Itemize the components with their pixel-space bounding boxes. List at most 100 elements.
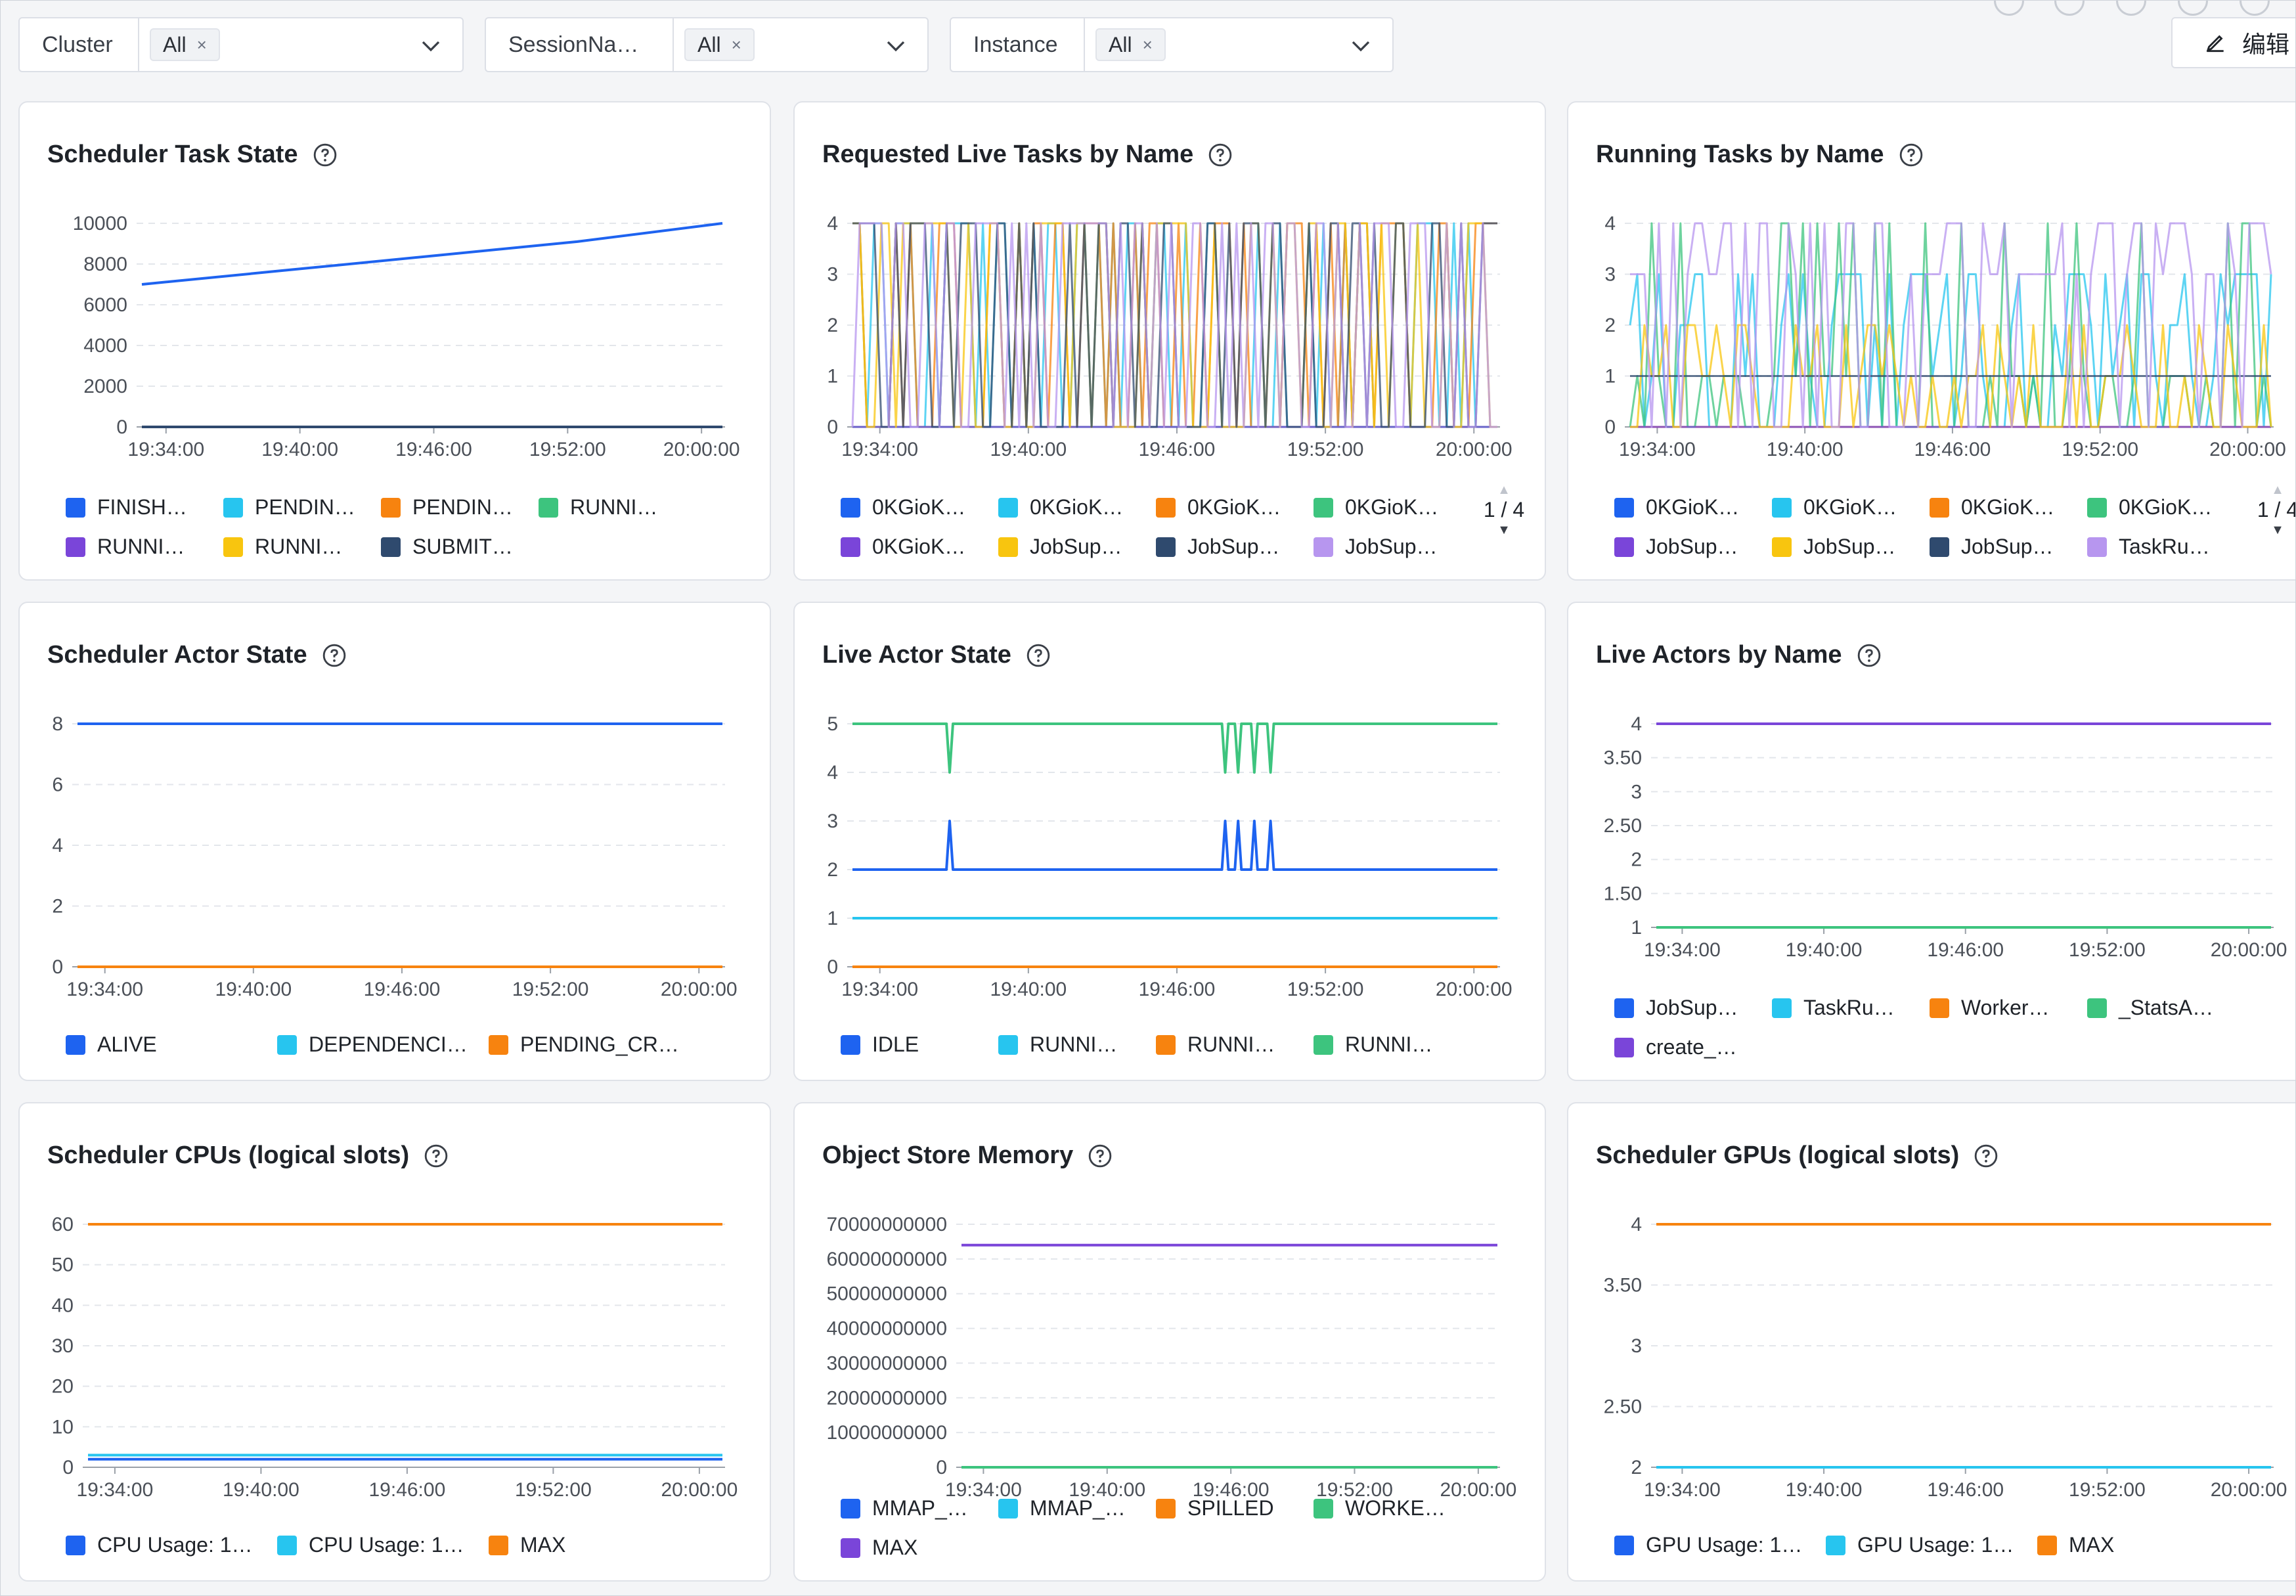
legend-item[interactable]: RUNNI… xyxy=(66,535,185,559)
x-tick-label: 19:40:00 xyxy=(990,979,1067,1000)
pager-down-icon[interactable]: ▼ xyxy=(1497,523,1511,537)
legend-item[interactable]: PENDIN… xyxy=(223,495,355,520)
legend-item[interactable]: 0KGioK… xyxy=(998,495,1123,520)
help-icon[interactable] xyxy=(313,143,338,167)
help-icon[interactable] xyxy=(1899,143,1924,167)
legend-item[interactable]: RUNNI… xyxy=(998,1032,1117,1057)
legend-item[interactable]: 0KGioK… xyxy=(1614,495,1739,520)
instance-tag[interactable]: All × xyxy=(1095,28,1166,61)
panel-title-text: Scheduler CPUs (logical slots) xyxy=(47,1142,410,1169)
legend-item[interactable]: SPILLED xyxy=(1156,1496,1274,1520)
remove-tag-icon[interactable]: × xyxy=(1142,34,1153,55)
x-tick-label: 20:00:00 xyxy=(2209,439,2286,460)
legend-item[interactable]: CPU Usage: 1… xyxy=(277,1533,464,1557)
help-icon[interactable] xyxy=(1974,1143,1998,1168)
x-tick-label: 19:52:00 xyxy=(512,979,589,1000)
pager-up-icon[interactable]: ▲ xyxy=(1497,483,1511,497)
series-line-lavender xyxy=(1630,222,2272,428)
legend-item[interactable]: GPU Usage: 1… xyxy=(1826,1533,2014,1557)
legend-label: create_… xyxy=(1646,1035,1737,1059)
legend-item[interactable]: JobSup… xyxy=(1930,535,2054,559)
legend-item[interactable]: MMAP_… xyxy=(841,1496,968,1520)
legend-item[interactable]: JobSup… xyxy=(1614,996,1738,1020)
legend-item[interactable]: DEPENDENCI… xyxy=(277,1032,468,1057)
chart-requested-live-tasks-by-name: 4 3 2 1 019:34:00 19:40:00 19:46:00 19:52:00 20:… xyxy=(827,213,1512,460)
legend-item[interactable]: MAX xyxy=(841,1536,917,1560)
y-tick-label: 40 xyxy=(52,1295,74,1316)
legend-item[interactable]: TaskRu… xyxy=(1772,996,1895,1020)
chevron-down-icon[interactable] xyxy=(1349,34,1373,58)
panel-title: Live Actors by Name xyxy=(1596,641,1882,669)
chevron-down-icon[interactable] xyxy=(884,34,908,58)
legend-label: 0KGioK… xyxy=(1803,495,1897,519)
chevron-down-icon[interactable] xyxy=(419,34,443,58)
series-line-blue xyxy=(141,222,723,286)
y-tick-label: 40000000000 xyxy=(826,1318,947,1340)
x-tick-label: 19:52:00 xyxy=(2069,939,2146,961)
legend-item[interactable]: JobSup… xyxy=(1156,535,1280,559)
legend-item[interactable]: 0KGioK… xyxy=(841,535,965,559)
legend-swatch xyxy=(841,497,860,518)
remove-tag-icon[interactable]: × xyxy=(731,34,741,55)
help-icon[interactable] xyxy=(1088,1143,1113,1168)
legend-item[interactable]: create_… xyxy=(1614,1035,1737,1059)
legend-item[interactable]: 0KGioK… xyxy=(1314,495,1438,520)
toolbar-circle-icon[interactable] xyxy=(2116,0,2146,16)
legend-item[interactable]: MAX xyxy=(2037,1533,2114,1557)
help-icon[interactable] xyxy=(424,1143,449,1168)
pager-down-icon[interactable]: ▼ xyxy=(2271,523,2284,537)
legend-pager: ▲ 1 / 4 ▼ xyxy=(2251,482,2296,538)
help-icon[interactable] xyxy=(1026,643,1051,668)
legend-item[interactable]: RUNNI… xyxy=(1314,1032,1432,1057)
legend-item[interactable]: RUNNI… xyxy=(1156,1032,1275,1057)
legend-item[interactable]: CPU Usage: 1… xyxy=(66,1533,253,1557)
session-name-tag[interactable]: All × xyxy=(684,28,755,61)
legend-item[interactable]: GPU Usage: 1… xyxy=(1614,1533,1802,1557)
x-tick-label: 19:52:00 xyxy=(1287,979,1364,1000)
pager-up-icon[interactable]: ▲ xyxy=(2271,483,2284,497)
legend-item[interactable]: ALIVE xyxy=(66,1032,157,1057)
legend-item[interactable]: 0KGioK… xyxy=(2087,495,2212,520)
edit-button[interactable]: 编辑 xyxy=(2171,17,2296,68)
legend-item[interactable]: 0KGioK… xyxy=(841,495,965,520)
cluster-filter[interactable]: Cluster All × xyxy=(18,17,464,72)
toolbar-circle-icon[interactable] xyxy=(1994,0,2024,16)
y-tick-label: 4000 xyxy=(83,335,127,357)
legend-item[interactable]: PENDIN… xyxy=(381,495,513,520)
legend-item[interactable]: JobSup… xyxy=(1314,535,1438,559)
y-tick-label: 1 xyxy=(1631,917,1642,939)
legend-swatch xyxy=(66,537,85,557)
legend-item[interactable]: MAX xyxy=(489,1533,565,1557)
toolbar-circle-icon[interactable] xyxy=(2178,0,2208,16)
legend-item[interactable]: RUNNI… xyxy=(223,535,342,559)
help-icon[interactable] xyxy=(1857,643,1882,668)
remove-tag-icon[interactable]: × xyxy=(196,34,207,55)
legend-label: TaskRu… xyxy=(1803,996,1895,1019)
legend-swatch xyxy=(1614,537,1634,557)
legend-item[interactable]: RUNNI… xyxy=(539,495,657,520)
legend-item[interactable]: FINISH… xyxy=(66,495,187,520)
legend-item[interactable]: TaskRu… xyxy=(2087,535,2210,559)
legend-item[interactable]: WORKE… xyxy=(1314,1496,1446,1520)
cluster-tag[interactable]: All × xyxy=(150,28,220,61)
legend-item[interactable]: Worker… xyxy=(1930,996,2050,1020)
legend-item[interactable]: JobSup… xyxy=(1772,535,1896,559)
help-icon[interactable] xyxy=(322,643,347,668)
legend-item[interactable]: MMAP_… xyxy=(998,1496,1126,1520)
legend-item[interactable]: _StatsA… xyxy=(2087,996,2213,1020)
toolbar-circle-icon[interactable] xyxy=(2240,0,2270,16)
legend-item[interactable]: 0KGioK… xyxy=(1156,495,1281,520)
legend-item[interactable]: IDLE xyxy=(841,1032,919,1057)
legend-item[interactable]: JobSup… xyxy=(998,535,1122,559)
legend-item[interactable]: SUBMIT… xyxy=(381,535,513,559)
session-name-filter[interactable]: SessionNa… All × xyxy=(485,17,929,72)
panel-title-text: Running Tasks by Name xyxy=(1596,141,1884,168)
legend-item[interactable]: 0KGioK… xyxy=(1930,495,2054,520)
legend-item[interactable]: PENDING_CR… xyxy=(489,1032,679,1057)
toolbar-circle-icon[interactable] xyxy=(2054,0,2085,16)
instance-filter[interactable]: Instance All × xyxy=(950,17,1394,72)
x-tick-label: 20:00:00 xyxy=(1440,1479,1516,1501)
help-icon[interactable] xyxy=(1208,143,1233,167)
legend-item[interactable]: JobSup… xyxy=(1614,535,1738,559)
legend-item[interactable]: 0KGioK… xyxy=(1772,495,1897,520)
